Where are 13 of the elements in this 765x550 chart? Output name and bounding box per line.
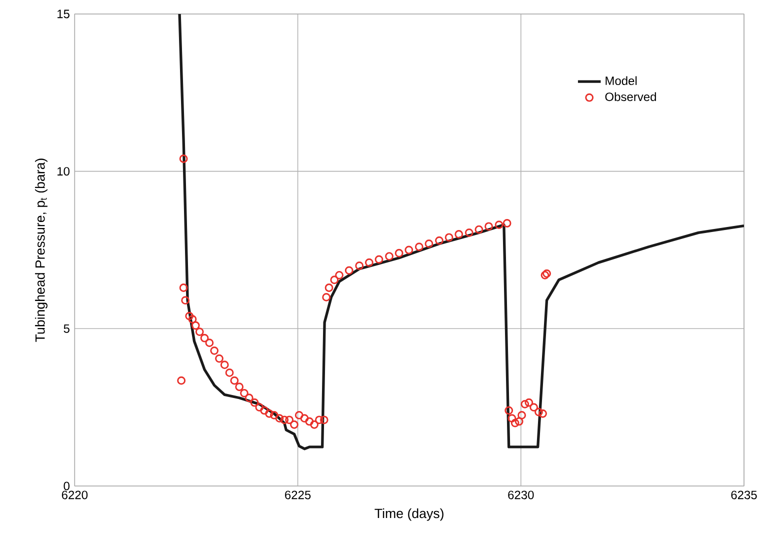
x-tick-label: 6225 [285, 490, 311, 500]
y-tick-label: 5 [64, 324, 70, 333]
x-tick-label: 6230 [508, 490, 534, 500]
x-tick-label: 6220 [62, 490, 88, 500]
legend-label: Model [606, 76, 637, 86]
y-axis-title: Tubinghead Pressure, p$_{t}$ (bara) [35, 158, 48, 342]
y-tick-label: 15 [58, 10, 70, 18]
y-tick-label: 10 [58, 167, 70, 176]
x-tick-label: 6235 [731, 490, 757, 500]
y-tick-label: 0 [64, 482, 70, 490]
legend-label: Observed [605, 92, 656, 102]
x-axis-title: Time (days) [374, 508, 444, 521]
line-series [178, 14, 744, 450]
